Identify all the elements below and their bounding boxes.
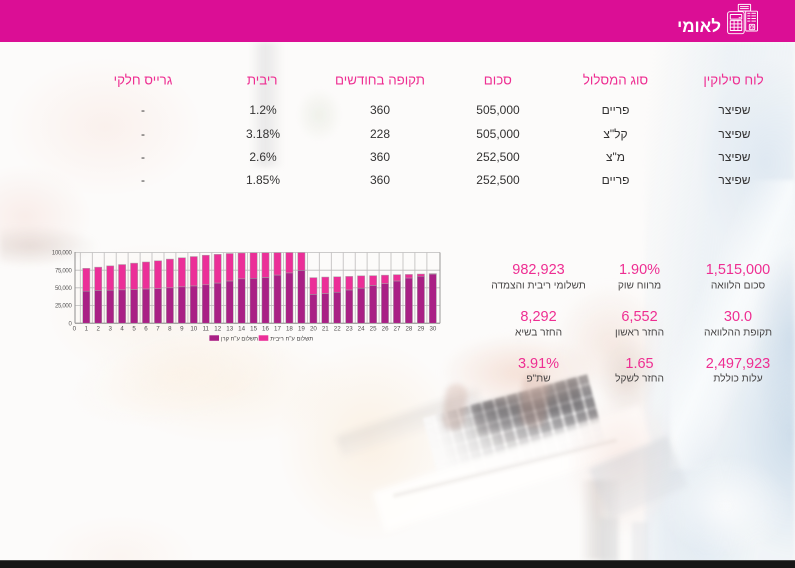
svg-text:24: 24: [358, 325, 365, 332]
svg-text:50,000: 50,000: [55, 286, 73, 292]
svg-text:30: 30: [429, 325, 436, 332]
svg-text:8: 8: [168, 325, 172, 332]
svg-text:1: 1: [85, 325, 89, 332]
svg-text:18: 18: [286, 325, 293, 332]
svg-text:0: 0: [68, 321, 72, 327]
svg-text:4: 4: [120, 325, 124, 332]
svg-text:3: 3: [108, 325, 112, 332]
svg-text:29: 29: [417, 325, 424, 332]
svg-text:100,000: 100,000: [52, 251, 73, 257]
svg-text:תשלום ע"ח ריבית: תשלום ע"ח ריבית: [270, 335, 313, 343]
svg-text:13: 13: [226, 325, 233, 332]
svg-text:20: 20: [310, 325, 317, 332]
svg-text:25: 25: [370, 325, 377, 332]
svg-text:10: 10: [190, 325, 197, 332]
svg-text:0: 0: [73, 325, 77, 332]
svg-text:28: 28: [405, 325, 412, 332]
svg-text:27: 27: [394, 325, 401, 332]
svg-text:22: 22: [334, 325, 341, 332]
svg-text:26: 26: [382, 325, 389, 332]
svg-text:2: 2: [96, 325, 100, 332]
svg-text:25,000: 25,000: [55, 304, 73, 310]
svg-text:6: 6: [144, 325, 148, 332]
svg-text:16: 16: [262, 325, 269, 332]
svg-text:7: 7: [156, 325, 160, 332]
svg-text:14: 14: [238, 325, 245, 332]
svg-text:11: 11: [203, 325, 210, 332]
svg-text:17: 17: [274, 325, 281, 332]
svg-text:תשלום ע"ח קרן: תשלום ע"ח קרן: [221, 335, 258, 343]
svg-text:75,000: 75,000: [55, 268, 73, 274]
svg-text:23: 23: [346, 325, 353, 332]
svg-text:21: 21: [322, 325, 329, 332]
svg-text:12: 12: [214, 325, 221, 332]
svg-text:9: 9: [180, 325, 184, 332]
svg-text:19: 19: [298, 325, 305, 332]
svg-text:5: 5: [132, 325, 136, 332]
svg-text:15: 15: [250, 325, 257, 332]
